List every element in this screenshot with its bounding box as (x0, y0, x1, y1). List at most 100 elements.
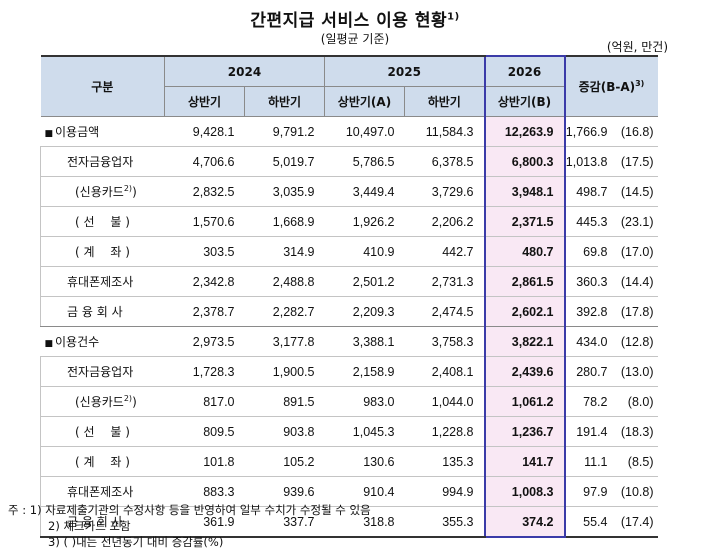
value-2024-h2: 939.6 (244, 476, 325, 507)
value-diff: 69.8 (564, 236, 610, 267)
row-label-text: 금 융 회 사 (67, 305, 123, 319)
value-2025-h2: 2,474.5 (404, 296, 485, 327)
value-diff-pct: (14.4) (609, 266, 658, 297)
header-2024-h1: 상반기 (164, 86, 245, 117)
row-label: 휴대폰제조사 (40, 266, 165, 297)
header-2025-h2: 하반기 (404, 86, 485, 117)
value-2025-h1: 5,786.5 (324, 146, 405, 177)
value-diff-pct: (18.3) (609, 416, 658, 447)
value-2025-h1: 3,388.1 (324, 326, 405, 357)
value-diff-pct: (17.8) (609, 296, 658, 327)
table-row: 전자금융업자 4,706.6 5,019.7 5,786.5 6,378.5 6,800.… (40, 146, 658, 177)
row-label-text: 전자금융업자 (67, 365, 134, 379)
row-label-text: (신용카드 (75, 395, 124, 409)
value-2025-h2: 2,408.1 (404, 356, 485, 387)
value-2024-h2: 2,488.8 (244, 266, 325, 297)
header-diff: 증감(B-A)3) (564, 55, 658, 117)
value-diff: 360.3 (564, 266, 610, 297)
stats-table: 구분 2024 2025 2026 증감(B-A)3) 상반기 하반기 상반기(… (40, 55, 658, 538)
value-2024-h1: 1,570.6 (164, 206, 245, 237)
title-footnote-mark: 1) (447, 11, 460, 23)
value-2025-h1: 3,449.4 (324, 176, 405, 207)
table-row: 전자금융업자 1,728.3 1,900.5 2,158.9 2,408.1 2,439.… (40, 356, 658, 387)
value-2026-h1: 1,008.3 (483, 476, 566, 507)
page-title: 간편지급 서비스 이용 현황1) (0, 6, 710, 31)
value-2026-h1: 2,439.6 (483, 356, 566, 387)
row-label-text: 이용건수 (55, 335, 100, 349)
value-diff-pct: (8.0) (609, 386, 658, 417)
row-label: 전자금융업자 (40, 146, 165, 177)
table-row: ■ 이용금액 9,428.1 9,791.2 10,497.0 11,584.3 12,26… (40, 116, 658, 147)
value-2025-h1: 1,045.3 (324, 416, 405, 447)
header-year-2026: 2026 (483, 55, 566, 87)
row-label: ■ 이용금액 (40, 116, 165, 147)
title-text: 간편지급 서비스 이용 현황 (250, 11, 448, 31)
table-row: ■ 이용건수 2,973.5 3,177.8 3,388.1 3,758.3 3,822.1… (40, 326, 658, 357)
value-diff-pct: (23.1) (609, 206, 658, 237)
table-row: ( 계 좌 ) 101.8 105.2 130.6 135.3 141.7 11.1 (8.5… (40, 446, 658, 477)
value-2025-h2: 994.9 (404, 476, 485, 507)
value-diff-pct: (17.4) (609, 506, 658, 538)
row-label: 금 융 회 사 (40, 296, 165, 327)
value-2026-h1: 6,800.3 (483, 146, 566, 177)
table-body: ■ 이용금액 9,428.1 9,791.2 10,497.0 11,584.3 12,26… (40, 116, 658, 538)
value-2024-h1: 361.9 (164, 506, 245, 538)
value-2025-h2: 135.3 (404, 446, 485, 477)
value-2024-h2: 337.7 (244, 506, 325, 538)
value-diff-pct: (13.0) (609, 356, 658, 387)
value-2025-h2: 6,378.5 (404, 146, 485, 177)
bullet-icon: ■ (44, 129, 54, 139)
value-diff-pct: (17.5) (609, 146, 658, 177)
value-2025-h1: 2,501.2 (324, 266, 405, 297)
value-2026-h1: 1,236.7 (483, 416, 566, 447)
value-2024-h2: 9,791.2 (244, 116, 325, 147)
value-2025-h1: 983.0 (324, 386, 405, 417)
row-label-text: ( 선 불 ) (75, 425, 130, 439)
value-2024-h2: 3,177.8 (244, 326, 325, 357)
row-label: ( 선 불 ) (40, 206, 165, 237)
table-row: (신용카드2)) 817.0 891.5 983.0 1,044.0 1,061.2 78.… (40, 386, 658, 417)
header-row-halves: 상반기 하반기 상반기(A) 하반기 상반기(B) (41, 86, 658, 117)
value-diff-pct: (12.8) (609, 326, 658, 357)
value-2025-h2: 355.3 (404, 506, 485, 538)
value-2024-h1: 2,973.5 (164, 326, 245, 357)
value-2025-h2: 1,228.8 (404, 416, 485, 447)
table-row: ( 선 불 ) 1,570.6 1,668.9 1,926.2 2,206.2 2,371… (40, 206, 658, 237)
row-label-footnote-mark: 2) (123, 394, 133, 403)
header-diff-text: 증감(B-A) (578, 80, 636, 94)
value-2024-h1: 9,428.1 (164, 116, 245, 147)
value-2025-h1: 1,926.2 (324, 206, 405, 237)
row-label-text: (신용카드 (75, 185, 124, 199)
value-2024-h2: 2,282.7 (244, 296, 325, 327)
value-diff: 1,013.8 (564, 146, 610, 177)
value-2025-h1: 910.4 (324, 476, 405, 507)
header-row-years: 구분 2024 2025 2026 증감(B-A)3) (40, 55, 658, 117)
value-diff: 434.0 (564, 326, 610, 357)
value-2025-h2: 1,044.0 (404, 386, 485, 417)
value-diff: 392.8 (564, 296, 610, 327)
table-row: (신용카드2)) 2,832.5 3,035.9 3,449.4 3,729.6 3,94… (40, 176, 658, 207)
value-2025-h2: 2,731.3 (404, 266, 485, 297)
header-2026-h1: 상반기(B) (483, 86, 566, 117)
table-row: ( 계 좌 ) 303.5 314.9 410.9 442.7 480.7 69.8 (17.… (40, 236, 658, 267)
page-subtitle: (일평균 기준) (320, 32, 390, 46)
value-2026-h1: 374.2 (483, 506, 566, 538)
value-2024-h1: 1,728.3 (164, 356, 245, 387)
header-diff-footnote-mark: 3) (635, 79, 645, 88)
value-2025-h1: 2,209.3 (324, 296, 405, 327)
value-diff: 78.2 (564, 386, 610, 417)
row-label-text: ( 선 불 ) (75, 215, 130, 229)
value-2024-h2: 891.5 (244, 386, 325, 417)
row-label-text: 휴대폰제조사 (67, 485, 134, 499)
value-diff-pct: (16.8) (609, 116, 658, 147)
value-2024-h2: 903.8 (244, 416, 325, 447)
value-diff: 498.7 (564, 176, 610, 207)
row-label: ( 계 좌 ) (40, 446, 165, 477)
row-label: (신용카드2)) (40, 386, 165, 417)
row-label: ( 계 좌 ) (40, 236, 165, 267)
header-year-2024: 2024 (164, 55, 325, 87)
footnote-1: 주 : 1) 자료제출기관의 수정사항 등을 반영하여 일부 수치가 수정될 수… (8, 503, 371, 517)
table-row: 휴대폰제조사 883.3 939.6 910.4 994.9 1,008.3 97.9 (10… (40, 476, 658, 507)
table-row: ( 선 불 ) 809.5 903.8 1,045.3 1,228.8 1,236.7 19… (40, 416, 658, 447)
value-2026-h1: 2,602.1 (483, 296, 566, 327)
